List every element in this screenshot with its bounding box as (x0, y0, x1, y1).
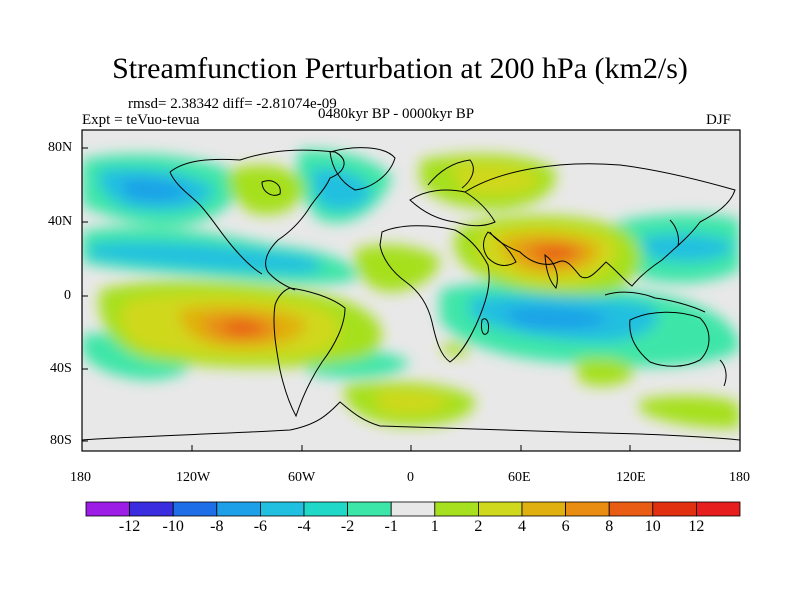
positive-region-south-indian (575, 357, 635, 387)
x-tick-180w: 180 (70, 470, 91, 485)
colorbar-label: -1 (384, 518, 398, 535)
y-tick-40n: 40N (48, 214, 73, 229)
positive-core-southern-ocean (375, 390, 450, 414)
coast-scandinavia (427, 159, 474, 189)
x-tick-120e: 120E (616, 470, 646, 485)
colorbar-label: -8 (210, 518, 224, 535)
colorbar-swatch (216, 501, 261, 517)
axis-ticks (81, 147, 741, 451)
negative-core-east-pacific (90, 242, 323, 274)
colorbar-label: 8 (605, 518, 614, 535)
y-tick-0: 0 (64, 288, 71, 303)
colorbar-label: -6 (253, 518, 268, 535)
colorbar-label: -10 (162, 518, 184, 535)
coast-africa (379, 225, 490, 363)
positive-region-far-southwest-pacific (640, 395, 740, 429)
map-title: Streamfunction Perturbation at 200 hPa (… (112, 52, 688, 85)
colorbar-label: -2 (340, 518, 355, 535)
x-tick-60e: 60E (508, 470, 531, 485)
x-tick-120w: 120W (176, 470, 211, 485)
colorbar-swatch (696, 501, 741, 517)
coast-antarctica (82, 401, 740, 441)
colorbar-swatch (434, 501, 479, 517)
y-tick-40s: 40S (50, 361, 72, 376)
coast-australia (629, 311, 710, 367)
colorbar-label: 12 (688, 518, 705, 535)
period-label: 0480kyr BP - 0000kyr BP (318, 106, 475, 122)
coast-maritime-continent (604, 291, 706, 313)
coast-japan (669, 219, 679, 247)
colorbar-swatch (303, 501, 348, 517)
coast-greenland (329, 147, 396, 191)
positive-region-north-america (228, 165, 305, 215)
positive-max-south-america (225, 320, 265, 336)
colorbar-label: 4 (518, 518, 526, 535)
coast-india (544, 253, 558, 289)
coast-south-america (273, 287, 346, 418)
colorbar-swatch (85, 501, 130, 517)
colorbar-swatch (652, 501, 697, 517)
negative-inner-core-indian-ocean (500, 307, 610, 330)
negative-core-north-atlantic (310, 168, 372, 211)
colorbar-swatch (259, 501, 305, 517)
season-label: DJF (706, 112, 732, 128)
coast-europe (409, 189, 496, 227)
coast-north-america (169, 149, 345, 291)
colorbar (85, 501, 741, 517)
coastlines (82, 147, 740, 441)
x-tick-0: 0 (407, 470, 414, 485)
y-tick-80n: 80N (48, 140, 73, 155)
coast-hudson-bay (261, 180, 281, 196)
coast-north-america-west (169, 171, 263, 275)
y-tick-80s: 80S (50, 433, 72, 448)
colorbar-swatch (172, 501, 218, 517)
coast-arabia (483, 231, 517, 266)
positive-region-south-africa (442, 342, 470, 356)
positive-region-atlantic-tropics (354, 244, 440, 292)
colorbar-label: 2 (474, 518, 483, 535)
colorbar-label: 10 (644, 518, 661, 535)
colorbar-swatch (565, 501, 610, 517)
colorbar-swatch (390, 501, 436, 517)
colorbar-swatch (347, 501, 392, 517)
colorbar-swatch (608, 501, 654, 517)
colorbar-swatch (521, 501, 566, 517)
coast-madagascar (481, 318, 489, 335)
x-tick-60w: 60W (288, 470, 316, 485)
colorbar-swatch (477, 501, 523, 517)
colorbar-swatch (129, 501, 174, 517)
stats-line: rmsd= 2.38342 diff= -2.81074e-09 (128, 96, 337, 112)
colorbar-label: -4 (297, 518, 311, 535)
coast-new-zealand (719, 359, 727, 387)
colorbar-label: -12 (118, 518, 141, 535)
experiment-label: Expt = teVuo-tevua (82, 112, 200, 128)
negative-core-west-pacific (640, 234, 735, 262)
contour-field (82, 130, 740, 451)
colorbar-label: 1 (430, 518, 439, 535)
negative-inner-core-north-pacific (120, 178, 190, 202)
x-tick-180e: 180 (729, 470, 750, 485)
colorbar-label: 6 (561, 518, 570, 535)
